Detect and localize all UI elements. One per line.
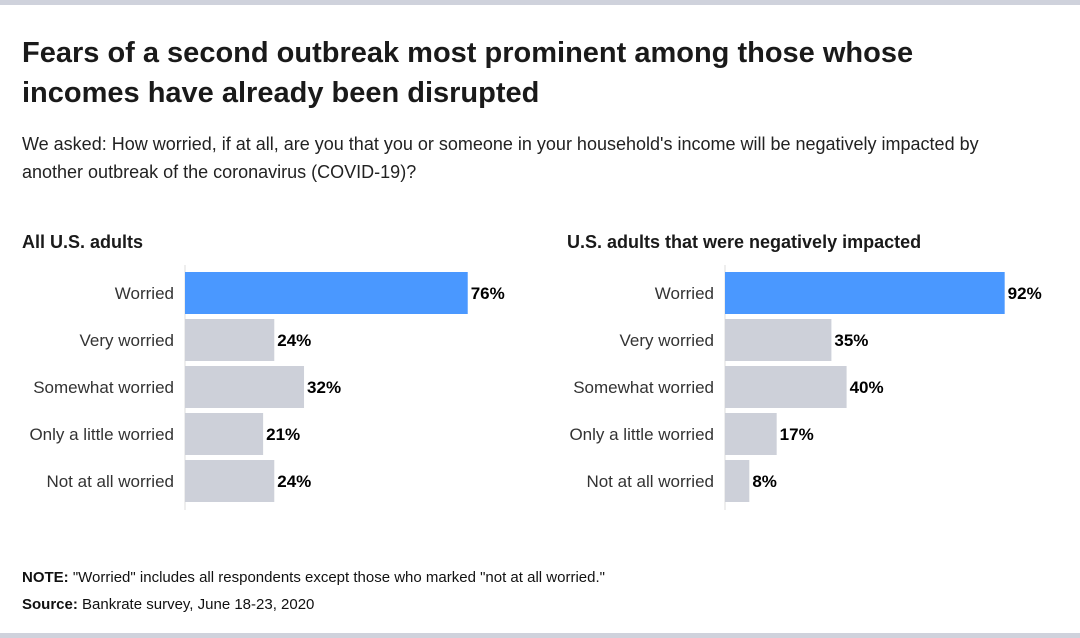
- value-label: 8%: [752, 472, 777, 491]
- value-label: 21%: [266, 425, 300, 444]
- source-label: Source:: [22, 596, 78, 613]
- category-label: Worried: [655, 284, 714, 303]
- chart-title-right: U.S. adults that were negatively impacte…: [567, 232, 922, 252]
- bar: [725, 319, 832, 361]
- bar: [185, 366, 305, 408]
- source: Source: Bankrate survey, June 18-23, 202…: [22, 596, 314, 613]
- category-label: Not at all worried: [586, 472, 714, 491]
- category-label: Somewhat worried: [33, 378, 174, 397]
- category-label: Only a little worried: [29, 425, 174, 444]
- category-label: Very worried: [620, 331, 714, 350]
- bar: [725, 460, 750, 502]
- bar: [725, 272, 1005, 314]
- note: NOTE: "Worried" includes all respondents…: [22, 569, 605, 586]
- chart-title-left: All U.S. adults: [22, 232, 144, 252]
- category-label: Only a little worried: [569, 425, 714, 444]
- category-label: Not at all worried: [46, 472, 174, 491]
- bar: [185, 460, 275, 502]
- value-label: 24%: [277, 331, 311, 350]
- subtitle: We asked: How worried, if at all, are yo…: [22, 134, 979, 182]
- note-text: "Worried" includes all respondents excep…: [68, 569, 605, 586]
- category-label: Somewhat worried: [573, 378, 714, 397]
- source-text: Bankrate survey, June 18-23, 2020: [77, 596, 315, 613]
- top-border: [0, 0, 1080, 5]
- bar: [725, 366, 847, 408]
- bar: [185, 413, 264, 455]
- value-label: 92%: [1008, 284, 1042, 303]
- bar: [725, 413, 777, 455]
- bottom-border: [0, 633, 1080, 638]
- value-label: 17%: [780, 425, 814, 444]
- bar: [185, 319, 275, 361]
- value-label: 24%: [277, 472, 311, 491]
- value-label: 40%: [850, 378, 884, 397]
- value-label: 35%: [834, 331, 868, 350]
- page-title: Fears of a second outbreak most prominen…: [22, 37, 914, 109]
- category-label: Worried: [115, 284, 174, 303]
- bar: [185, 272, 468, 314]
- category-label: Very worried: [80, 331, 174, 350]
- value-label: 32%: [307, 378, 341, 397]
- value-label: 76%: [471, 284, 505, 303]
- note-label: NOTE:: [22, 569, 69, 586]
